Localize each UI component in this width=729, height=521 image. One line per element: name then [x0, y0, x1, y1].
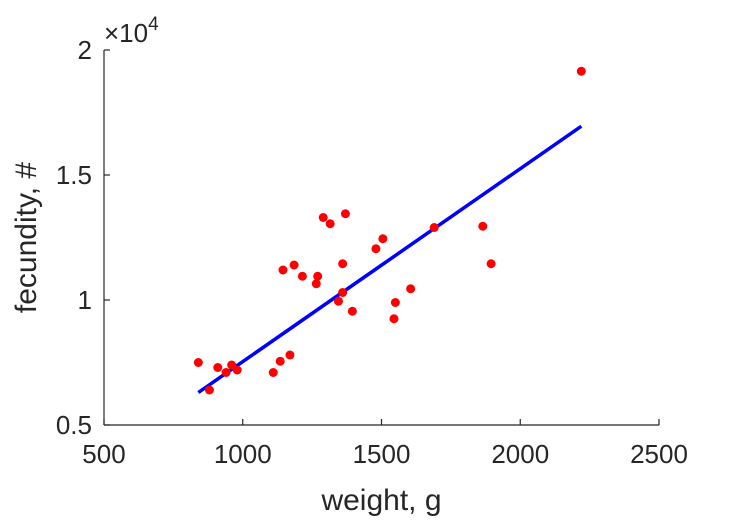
- data-point: [389, 314, 399, 324]
- data-point: [340, 209, 350, 219]
- data-points: [193, 66, 586, 395]
- data-point: [275, 356, 285, 366]
- x-axis-label: weight, g: [320, 484, 441, 517]
- data-point: [204, 385, 214, 395]
- data-point: [285, 350, 295, 360]
- ticks: 500 1000 1500 2000 2500 0.5 1 1.5 2: [56, 35, 688, 469]
- data-point: [325, 219, 335, 229]
- data-point: [193, 358, 203, 367]
- data-point: [333, 296, 343, 306]
- data-point: [347, 306, 357, 316]
- data-point: [378, 234, 388, 244]
- data-point: [318, 213, 328, 222]
- data-point: [213, 363, 223, 372]
- y-multiplier-base: ×10: [104, 18, 148, 48]
- y-tick-label: 0.5: [56, 410, 92, 440]
- data-point: [371, 244, 381, 254]
- data-point: [311, 279, 321, 289]
- data-point: [486, 259, 496, 269]
- fit-line-group: [197, 124, 583, 394]
- data-point: [278, 265, 288, 275]
- x-tick-label: 500: [82, 439, 125, 469]
- y-tick-label: 1: [78, 285, 92, 315]
- data-point: [338, 259, 348, 269]
- data-point: [390, 298, 400, 307]
- data-point: [232, 365, 242, 375]
- x-tick-label: 2000: [491, 439, 549, 469]
- y-tick-label: 1.5: [56, 160, 92, 190]
- data-point: [221, 368, 231, 377]
- data-point: [406, 284, 416, 294]
- y-axis-multiplier: ×104: [104, 14, 159, 48]
- y-tick-label: 2: [78, 35, 92, 65]
- data-point: [478, 221, 488, 231]
- x-tick-label: 1500: [353, 439, 411, 469]
- y-axis-label: fecundity, #: [10, 162, 43, 314]
- data-point: [268, 368, 278, 377]
- x-tick-label: 2500: [630, 439, 688, 469]
- data-point: [289, 260, 299, 270]
- data-point: [429, 223, 439, 232]
- x-tick-label: 1000: [214, 439, 272, 469]
- data-point: [313, 271, 323, 281]
- data-point: [576, 66, 586, 76]
- fit-line: [197, 124, 583, 394]
- data-point: [338, 288, 348, 297]
- data-point: [297, 271, 307, 281]
- y-multiplier-exponent: 4: [148, 14, 159, 35]
